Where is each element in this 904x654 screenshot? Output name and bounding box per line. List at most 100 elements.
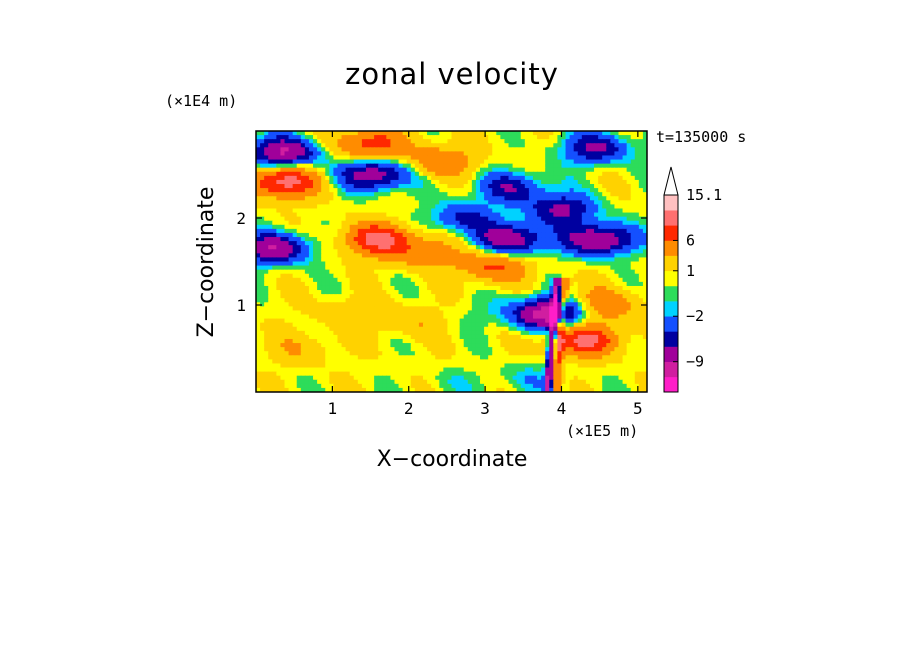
field-cell: [467, 131, 473, 136]
field-cell: [581, 184, 587, 189]
field-cell: [349, 310, 355, 316]
field-cell: [435, 281, 440, 287]
field-cell: [276, 314, 282, 320]
field-cell: [272, 330, 277, 336]
field-cell: [541, 306, 546, 312]
field-cell: [512, 175, 518, 181]
field-cell: [577, 273, 583, 279]
field-cell: [443, 269, 449, 275]
field-cell: [581, 192, 587, 197]
field-cell: [553, 281, 558, 287]
field-cell: [569, 298, 575, 303]
field-cell: [545, 192, 550, 197]
field-cell: [447, 338, 453, 344]
field-cell: [496, 200, 501, 206]
field-cell: [341, 228, 347, 234]
field-cell: [325, 192, 330, 197]
field-cell: [484, 155, 489, 161]
field-cell: [447, 298, 453, 303]
field-cell: [455, 326, 461, 332]
field-cell: [418, 253, 424, 259]
field-cell: [341, 237, 347, 242]
field-cell: [508, 322, 514, 328]
field-cell: [618, 322, 624, 328]
field-cell: [447, 237, 453, 242]
field-cell: [329, 277, 334, 283]
field-cell: [431, 322, 436, 328]
field-cell: [573, 196, 579, 201]
field-cell: [325, 330, 330, 336]
field-cell: [541, 208, 546, 214]
field-cell: [455, 216, 461, 222]
field-cell: [508, 216, 514, 222]
field-cell: [488, 241, 493, 246]
field-cell: [598, 265, 603, 271]
field-cell: [496, 285, 501, 291]
field-cell: [557, 281, 563, 287]
field-cell: [577, 281, 583, 287]
field-cell: [504, 314, 510, 320]
field-cell: [492, 241, 497, 246]
field-cell: [545, 318, 550, 324]
field-cell: [313, 204, 318, 210]
field-cell: [516, 196, 522, 201]
field-cell: [406, 277, 412, 283]
field-cell: [610, 322, 616, 328]
field-cell: [325, 281, 330, 287]
field-cell: [463, 249, 469, 254]
field-cell: [296, 171, 302, 177]
field-cell: [463, 212, 469, 218]
field-cell: [618, 159, 624, 165]
field-cell: [642, 167, 647, 173]
field-cell: [431, 241, 436, 246]
field-cell: [606, 265, 611, 271]
field-cell: [565, 322, 571, 328]
field-cell: [561, 208, 567, 214]
field-cell: [569, 184, 575, 189]
field-cell: [581, 212, 587, 218]
field-cell: [455, 135, 461, 140]
field-cell: [634, 261, 640, 267]
field-cell: [345, 330, 351, 336]
field-cell: [345, 179, 351, 185]
field-cell: [361, 204, 367, 210]
field-cell: [260, 216, 265, 222]
field-cell: [557, 192, 563, 197]
field-cell: [480, 139, 485, 144]
field-cell: [492, 216, 497, 222]
field-cell: [484, 159, 489, 165]
field-cell: [345, 163, 351, 169]
field-cell: [589, 318, 595, 324]
field-cell: [325, 257, 330, 263]
field-cell: [308, 163, 314, 169]
field-cell: [435, 277, 440, 283]
field-cell: [321, 306, 326, 312]
field-cell: [378, 167, 383, 173]
field-cell: [374, 253, 379, 259]
field-cell: [418, 290, 424, 295]
field-cell: [357, 184, 363, 189]
field-cell: [304, 281, 310, 287]
field-cell: [308, 318, 314, 324]
field-cell: [594, 175, 599, 181]
field-cell: [321, 318, 326, 324]
field-cell: [573, 269, 579, 275]
field-cell: [349, 253, 355, 259]
field-cell: [378, 257, 383, 263]
field-cell: [463, 253, 469, 259]
field-cell: [435, 131, 440, 136]
field-cell: [496, 188, 501, 193]
field-cell: [414, 228, 420, 234]
field-cell: [284, 314, 290, 320]
field-cell: [292, 131, 298, 136]
field-cell: [467, 269, 473, 275]
field-cell: [341, 155, 347, 161]
field-cell: [480, 294, 485, 299]
field-cell: [357, 232, 363, 238]
field-cell: [642, 326, 647, 332]
field-cell: [459, 245, 465, 250]
field-cell: [313, 269, 318, 275]
field-cell: [357, 245, 363, 250]
field-cell: [317, 306, 322, 312]
field-cell: [361, 281, 367, 287]
